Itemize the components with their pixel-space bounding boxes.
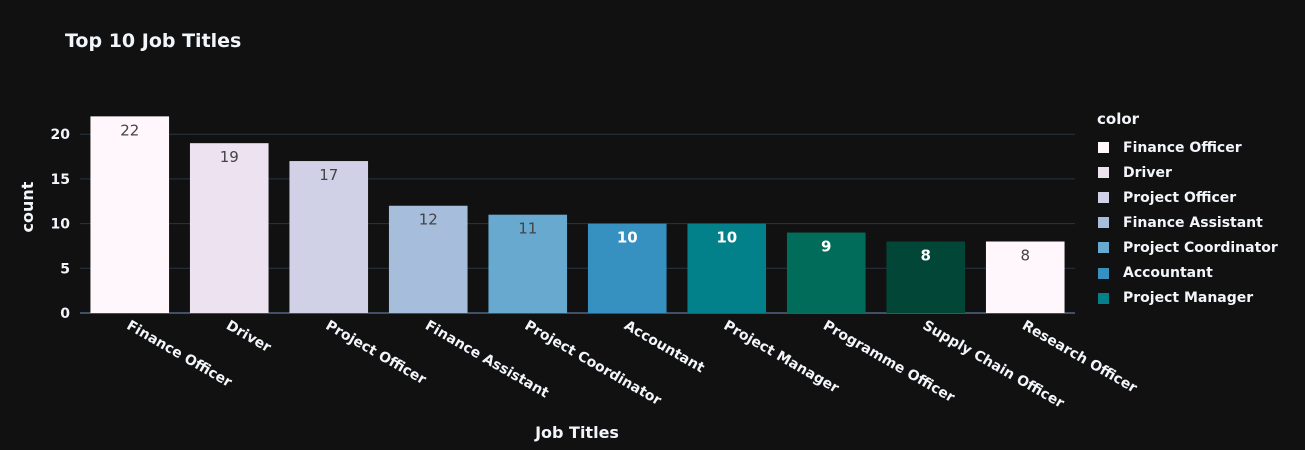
data-label: 9 (821, 238, 831, 256)
bar[interactable] (985, 241, 1065, 313)
data-label: 19 (220, 148, 239, 166)
y-tick-label: 15 (51, 172, 70, 188)
y-tick-label: 0 (60, 306, 70, 322)
bar[interactable] (886, 241, 966, 313)
legend[interactable]: color Finance Officer Driver Project Offic… (1097, 110, 1278, 311)
legend-swatch (1098, 267, 1109, 279)
bar[interactable] (90, 116, 170, 313)
x-tick-label: Project Officer (323, 318, 429, 388)
bar[interactable] (289, 161, 369, 313)
legend-item[interactable]: Driver (1097, 160, 1278, 185)
legend-item[interactable]: Finance Assistant (1097, 210, 1278, 235)
legend-label: Driver (1123, 164, 1172, 181)
data-label: 22 (120, 121, 139, 139)
x-tick-label: Finance Officer (124, 318, 235, 391)
bar[interactable] (587, 223, 667, 313)
bar[interactable] (786, 232, 866, 313)
legend-item[interactable]: Project Officer (1097, 185, 1278, 210)
bar[interactable] (488, 214, 568, 313)
legend-swatch (1098, 192, 1109, 204)
data-label: 17 (319, 166, 338, 184)
chart-title: Top 10 Job Titles (65, 30, 242, 52)
legend-label: Project Coordinator (1123, 239, 1278, 256)
bar[interactable] (687, 223, 767, 313)
legend-label: Project Officer (1123, 189, 1237, 206)
legend-swatch (1098, 167, 1109, 179)
legend-swatch (1098, 242, 1109, 254)
data-label: 8 (921, 246, 931, 264)
x-axis-label: Job Titles (534, 423, 619, 442)
legend-label: Finance Assistant (1123, 214, 1263, 231)
data-label: 10 (617, 229, 638, 247)
legend-label: Finance Officer (1123, 139, 1242, 156)
legend-label: Project Manager (1123, 290, 1254, 307)
y-axis-label: count (18, 181, 37, 232)
legend-title: color (1097, 110, 1140, 128)
legend-item[interactable]: Project Manager (1097, 286, 1278, 311)
x-tick-label: Driver (223, 318, 273, 356)
data-label: 11 (518, 220, 537, 238)
legend-item[interactable]: Project Coordinator (1097, 235, 1278, 260)
y-tick-label: 5 (60, 261, 70, 277)
bar[interactable] (388, 205, 468, 313)
bar[interactable] (189, 143, 269, 313)
data-label: 8 (1020, 246, 1030, 264)
legend-swatch (1098, 292, 1109, 304)
y-tick-label: 20 (51, 127, 71, 143)
x-tick-label: Accountant (621, 318, 707, 377)
legend-label: Accountant (1123, 265, 1213, 282)
legend-swatch (1098, 142, 1109, 154)
y-tick-label: 10 (51, 217, 71, 233)
legend-swatch (1098, 217, 1109, 229)
legend-item[interactable]: Finance Officer (1097, 135, 1278, 160)
data-label: 12 (419, 211, 438, 229)
legend-item[interactable]: Accountant (1097, 260, 1278, 285)
data-label: 10 (716, 229, 737, 247)
